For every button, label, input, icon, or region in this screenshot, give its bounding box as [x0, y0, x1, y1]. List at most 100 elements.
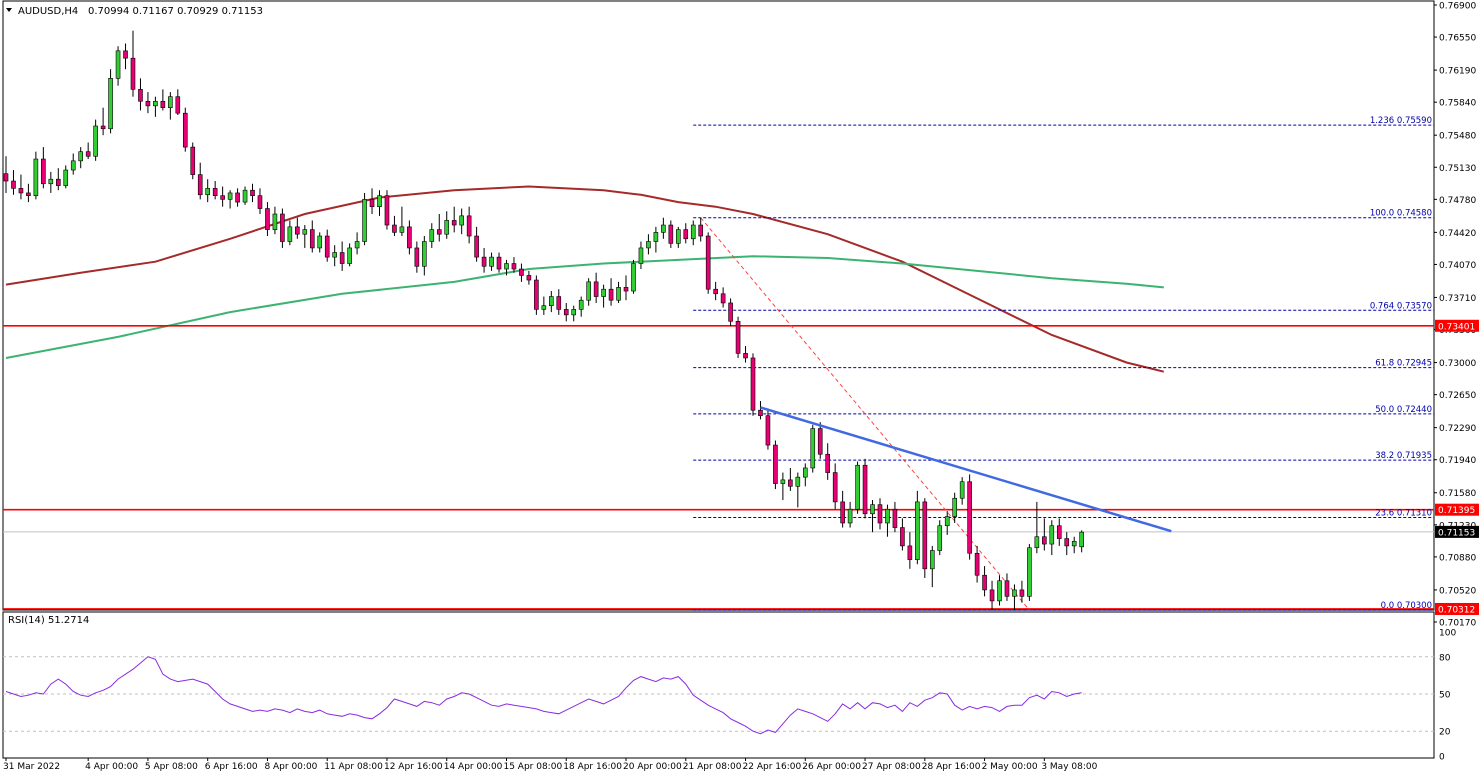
- bull-candle: [422, 241, 427, 267]
- rsi-tick-label: 100: [1439, 629, 1456, 639]
- bear-candle: [877, 504, 883, 524]
- fib-level-label: 50.0 0.72440: [1375, 405, 1432, 415]
- bear-candle: [309, 229, 315, 249]
- bear-candle: [55, 178, 61, 186]
- bull-candle: [48, 178, 54, 185]
- bull-candle: [205, 188, 210, 196]
- bear-candle: [3, 173, 9, 182]
- x-tick-label: 27 Apr 08:00: [862, 762, 921, 772]
- moving-average-green: [5, 255, 1164, 359]
- bear-candle: [466, 215, 472, 237]
- y-tick-label: 0.70520: [1439, 586, 1476, 596]
- bull-candle: [571, 309, 577, 316]
- bull-candle: [347, 247, 352, 264]
- current-price-badge-text: 0.71153: [1438, 528, 1475, 538]
- bull-candle: [272, 213, 278, 230]
- bear-candle: [100, 125, 106, 130]
- rsi-tick-label: 80: [1439, 653, 1451, 663]
- bear-candle: [765, 415, 771, 446]
- rsi-tick-label: 20: [1439, 728, 1451, 738]
- bull-candle: [377, 195, 382, 207]
- y-tick-label: 0.74070: [1439, 261, 1476, 271]
- bull-candle: [317, 235, 323, 249]
- level-price-badge-text: 0.71395: [1438, 506, 1475, 516]
- y-tick-label: 0.74420: [1439, 229, 1476, 239]
- rsi-tick-label: 50: [1439, 691, 1451, 701]
- bear-candle: [220, 195, 225, 200]
- bear-candle: [900, 527, 905, 547]
- bull-candle: [33, 158, 39, 196]
- bear-candle: [123, 50, 128, 59]
- bull-candle: [459, 215, 464, 226]
- bull-candle: [78, 151, 83, 162]
- y-tick-label: 0.74780: [1439, 196, 1476, 206]
- bear-candle: [705, 235, 711, 290]
- bull-candle: [242, 189, 248, 203]
- bear-candle: [526, 275, 532, 281]
- bull-candle: [93, 125, 98, 157]
- fib-diagonal-line[interactable]: [700, 217, 1030, 611]
- bull-candle: [362, 199, 367, 242]
- bear-candle: [26, 192, 31, 196]
- bear-candle: [773, 444, 778, 484]
- bear-candle: [840, 501, 845, 524]
- level-price-badge: [1435, 602, 1479, 615]
- bear-candle: [907, 545, 913, 560]
- bear-candle: [758, 409, 763, 417]
- y-tick-label: 0.76190: [1439, 67, 1476, 77]
- bear-candle: [41, 158, 46, 185]
- rsi-line: [5, 656, 1082, 735]
- bull-candle: [885, 508, 890, 524]
- bear-candle: [1019, 589, 1025, 597]
- bull-candle: [287, 226, 293, 242]
- bear-candle: [743, 353, 748, 359]
- bear-candle: [862, 464, 868, 515]
- bear-candle: [623, 287, 629, 292]
- bear-candle: [817, 428, 823, 455]
- y-tick-label: 0.70170: [1439, 619, 1476, 629]
- bull-candle: [870, 504, 875, 515]
- fib-level-label: 38.2 0.71935: [1375, 451, 1432, 461]
- bull-candle: [489, 256, 494, 267]
- dropdown-arrow-icon[interactable]: [6, 8, 12, 12]
- bear-candle: [922, 501, 928, 570]
- bull-candle: [1012, 589, 1017, 597]
- bull-candle: [504, 263, 509, 270]
- y-tick-label: 0.71940: [1439, 456, 1476, 466]
- bear-candle: [698, 224, 704, 237]
- bull-candle: [690, 224, 696, 240]
- bull-candle: [444, 220, 450, 235]
- x-tick-label: 28 Apr 16:00: [922, 762, 981, 772]
- bear-candle: [989, 589, 995, 602]
- y-tick-label: 0.75840: [1439, 99, 1476, 109]
- fib-level-label: 0.0 0.70300: [1381, 601, 1432, 611]
- y-tick-label: 0.76900: [1439, 2, 1476, 12]
- x-tick-label: 18 Apr 16:00: [563, 762, 622, 772]
- bearish-trendline[interactable]: [760, 406, 1172, 533]
- bear-candle: [130, 57, 136, 90]
- bear-candle: [85, 151, 91, 157]
- level-price-badge: [1435, 503, 1479, 516]
- fib-level-label: 61.8 0.72945: [1375, 359, 1432, 369]
- x-tick-label: 15 Apr 08:00: [503, 762, 562, 772]
- y-tick-label: 0.70880: [1439, 553, 1476, 563]
- bull-candle: [810, 428, 816, 469]
- bull-candle: [586, 281, 591, 301]
- bull-candle: [646, 241, 651, 249]
- bull-candle: [354, 241, 360, 249]
- bull-candle: [541, 305, 547, 310]
- fib-level-label: 100.0 0.74580: [1370, 209, 1432, 219]
- x-tick-label: 20 Apr 00:00: [623, 762, 682, 772]
- bear-candle: [295, 226, 300, 235]
- bear-candle: [324, 235, 330, 258]
- current-price-badge: [1435, 525, 1479, 538]
- bull-candle: [63, 169, 69, 186]
- x-tick-label: 5 Apr 08:00: [145, 762, 198, 772]
- ohlc-values: 0.70994 0.71167 0.70929 0.71153: [88, 6, 263, 17]
- symbol-label: AUDUSD,H4: [18, 6, 78, 17]
- bear-candle: [750, 357, 756, 411]
- bear-candle: [519, 268, 524, 276]
- bear-candle: [18, 188, 24, 194]
